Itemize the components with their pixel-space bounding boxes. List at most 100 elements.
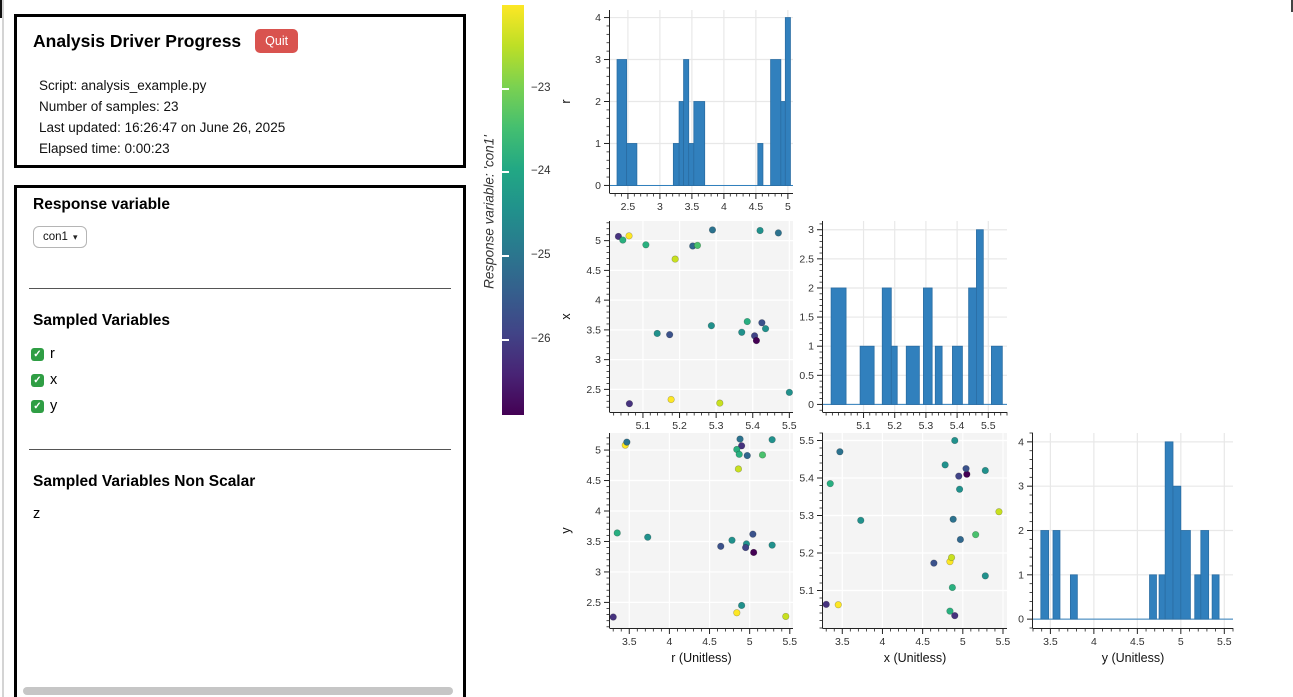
non-scalar-variable-z: z <box>33 506 41 522</box>
y-tick-label: 2.5 <box>586 384 601 396</box>
quit-button[interactable]: Quit <box>255 29 299 53</box>
colorbar-tick-label: −26 <box>531 332 551 345</box>
x-tick-label: 5.1 <box>636 420 651 432</box>
colorbar-tick-label: −25 <box>531 249 551 262</box>
checkbox-label-y: y <box>50 398 58 414</box>
x-tick-label: 5.3 <box>919 420 934 432</box>
sampled-variable-r[interactable]: ✓ r <box>31 346 55 362</box>
y-tick-label: 3.5 <box>586 324 601 336</box>
x-tick-label: 4.5 <box>749 201 764 213</box>
x-tick-label: 5 <box>1178 636 1184 648</box>
x-tick-label: 5.5 <box>981 420 996 432</box>
panel-hist-r: 2.5 3 3.5 4 4.5 5 0 1 2 3 4 r <box>559 10 793 213</box>
x-tick-label: 4 <box>1091 636 1097 648</box>
elapsed-time-line: Elapsed time: 0:00:23 <box>39 141 170 156</box>
y-tick-label: 5.4 <box>799 473 814 485</box>
colorbar-tick <box>502 87 509 90</box>
sampled-variable-y[interactable]: ✓ y <box>31 398 57 414</box>
response-variable-value: con1 <box>43 231 68 243</box>
controls-panel: Response variable con1 ▾ Sampled Variabl… <box>14 185 466 697</box>
y-tick-label: 0 <box>595 180 601 192</box>
response-variable-select[interactable]: con1 ▾ <box>33 226 88 248</box>
y-tick-label: 4 <box>595 12 601 24</box>
x-tick-label: 5.5 <box>1217 636 1232 648</box>
colorbar-tick <box>502 255 509 258</box>
response-variable-heading: Response variable <box>33 196 170 213</box>
sampled-variables-heading: Sampled Variables <box>33 312 170 329</box>
y-tick-label: 1 <box>808 341 814 353</box>
y-tick-label: 4 <box>595 295 601 307</box>
y-tick-label: 1.5 <box>799 312 814 324</box>
progress-info: Script: analysis_example.py Number of sa… <box>39 75 285 159</box>
horizontal-scrollbar-thumb[interactable] <box>23 687 453 695</box>
x-tick-label: 3.5 <box>685 201 700 213</box>
y-tick-label: 3 <box>808 224 814 236</box>
y-tick-label: 3 <box>595 566 601 578</box>
x-tick-label: 4 <box>880 636 886 648</box>
sampled-variable-x[interactable]: ✓ x <box>31 372 57 388</box>
x-tick-label: 4 <box>721 201 727 213</box>
x-tick-label: 4.5 <box>915 636 930 648</box>
right-scrollbar-nub <box>1291 0 1293 12</box>
divider <box>29 449 451 450</box>
x-tick-label: 2.5 <box>621 201 636 213</box>
colorbar-tick <box>502 338 509 341</box>
x-tick-label: 5.5 <box>782 636 797 648</box>
left-scrollbar-track <box>2 0 4 697</box>
y-tick-label: 1 <box>1018 569 1024 581</box>
colorbar-tick <box>502 171 509 174</box>
colorbar-tick-label: −24 <box>531 165 551 178</box>
colorbar-gradient <box>502 5 524 415</box>
y-axis-label: r <box>559 99 573 103</box>
y-tick-label: 2.5 <box>799 253 814 265</box>
x-tick-label: 5 <box>747 636 753 648</box>
panel-scatter-y-x: 3.5 4 4.5 5 5.5 5.1 5.2 5.3 5.4 5.5 x (Unitless) <box>799 432 1011 665</box>
y-tick-label: 0.5 <box>799 370 814 382</box>
x-tick-label: 5.4 <box>745 420 760 432</box>
panel-scatter-y-r: 3.5 4 4.5 5 5.5 2.5 3 3.5 4 4.5 5 r (Unitless) y <box>559 433 797 665</box>
y-tick-label: 4.5 <box>586 265 601 277</box>
y-tick-label: 2 <box>595 96 601 108</box>
x-tick-label: 4.5 <box>1130 636 1145 648</box>
x-axis-label: x (Unitless) <box>884 651 947 665</box>
y-tick-label: 3 <box>1018 481 1024 493</box>
y-tick-label: 2 <box>808 282 814 294</box>
y-tick-label: 3.5 <box>586 536 601 548</box>
y-tick-label: 1 <box>595 138 601 150</box>
non-scalar-heading: Sampled Variables Non Scalar <box>33 473 256 490</box>
x-tick-label: 5.2 <box>887 420 902 432</box>
checkbox-checked-icon[interactable]: ✓ <box>31 373 44 387</box>
colorbar-tick-label: −23 <box>531 81 551 94</box>
y-tick-label: 5.2 <box>799 548 814 560</box>
y-tick-label: 0 <box>1018 614 1024 626</box>
x-axis-label: r (Unitless) <box>671 651 731 665</box>
y-tick-label: 0 <box>808 399 814 411</box>
checkbox-checked-icon[interactable]: ✓ <box>31 399 44 413</box>
x-tick-label: 5.3 <box>709 420 724 432</box>
progress-title: Analysis Driver Progress <box>33 30 242 51</box>
x-tick-label: 5 <box>785 201 791 213</box>
progress-panel: Analysis Driver Progress Quit Script: an… <box>14 14 466 168</box>
y-tick-label: 2 <box>1018 525 1024 537</box>
y-tick-label: 5.1 <box>799 585 814 597</box>
x-tick-label: 4 <box>666 636 672 648</box>
x-tick-label: 5 <box>960 636 966 648</box>
y-axis-label: x <box>559 313 573 320</box>
x-tick-label: 3 <box>657 201 663 213</box>
x-tick-label: 3.5 <box>1043 636 1058 648</box>
last-updated-line: Last updated: 16:26:47 on June 26, 2025 <box>39 120 286 135</box>
x-tick-label: 4.5 <box>702 636 717 648</box>
checkbox-label-r: r <box>50 346 55 362</box>
y-tick-label: 4 <box>1018 436 1024 448</box>
window-left-edge <box>0 0 2 18</box>
checkbox-checked-icon[interactable]: ✓ <box>31 347 44 361</box>
num-samples-line: Number of samples: 23 <box>39 99 179 114</box>
x-tick-label: 5.4 <box>950 420 965 432</box>
y-axis-label: y <box>559 527 573 534</box>
y-tick-label: 4.5 <box>586 475 601 487</box>
y-tick-label: 3 <box>595 54 601 66</box>
y-tick-label: 4 <box>595 506 601 518</box>
x-axis-label: y (Unitless) <box>1102 651 1165 665</box>
x-tick-label: 5.5 <box>996 636 1011 648</box>
